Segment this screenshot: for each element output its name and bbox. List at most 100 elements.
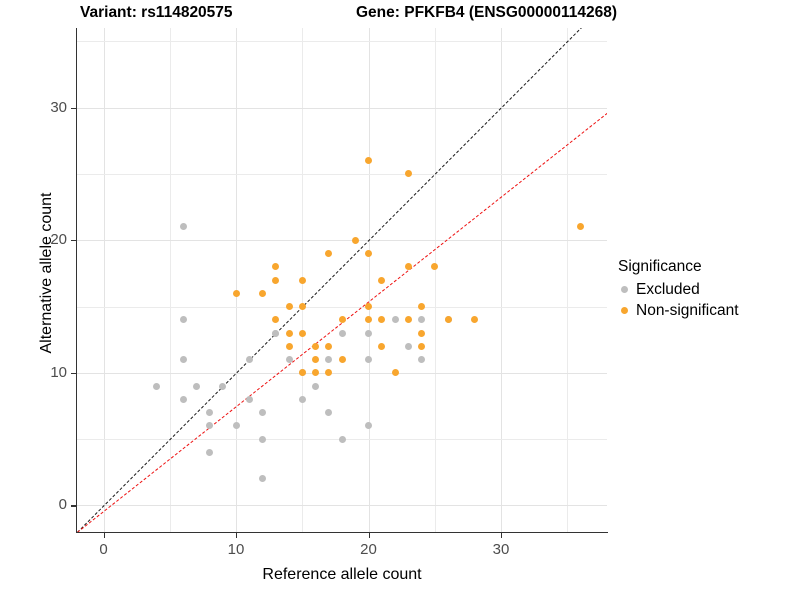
data-point-excluded[interactable] bbox=[325, 356, 333, 364]
data-point-nonsignificant[interactable] bbox=[285, 342, 293, 350]
data-point-nonsignificant[interactable] bbox=[312, 342, 319, 350]
data-point-nonsignificant[interactable] bbox=[338, 356, 346, 364]
data-point-excluded[interactable] bbox=[219, 382, 227, 390]
gridline-vertical bbox=[368, 28, 370, 532]
data-point-excluded[interactable] bbox=[365, 422, 372, 430]
data-point-nonsignificant[interactable] bbox=[378, 316, 386, 324]
data-point-excluded[interactable] bbox=[179, 356, 187, 364]
x-tick bbox=[236, 533, 238, 538]
y-tick bbox=[71, 107, 76, 109]
data-point-excluded[interactable] bbox=[338, 329, 346, 337]
data-point-nonsignificant[interactable] bbox=[418, 303, 425, 311]
y-tick-label: 30 bbox=[50, 98, 67, 116]
data-point-nonsignificant[interactable] bbox=[365, 316, 372, 324]
data-point-excluded[interactable] bbox=[298, 395, 306, 403]
gridline-vertical bbox=[501, 28, 502, 532]
data-point-nonsignificant[interactable] bbox=[298, 276, 306, 284]
data-point-excluded[interactable] bbox=[259, 475, 266, 483]
data-point-excluded[interactable] bbox=[153, 382, 160, 390]
y-tick bbox=[71, 372, 76, 375]
y-tick bbox=[71, 505, 76, 507]
data-point-nonsignificant[interactable] bbox=[232, 289, 240, 297]
x-tick-label: 10 bbox=[227, 541, 245, 558]
data-point-excluded[interactable] bbox=[418, 356, 425, 364]
data-point-nonsignificant[interactable] bbox=[338, 316, 346, 324]
data-point-excluded[interactable] bbox=[179, 395, 187, 403]
data-point-nonsignificant[interactable] bbox=[471, 316, 478, 324]
gridline-vertical bbox=[434, 28, 436, 532]
data-point-nonsignificant[interactable] bbox=[418, 342, 425, 350]
data-point-excluded[interactable] bbox=[179, 316, 187, 324]
data-point-excluded[interactable] bbox=[404, 342, 412, 350]
data-point-excluded[interactable] bbox=[192, 382, 200, 390]
data-point-excluded[interactable] bbox=[259, 409, 266, 417]
data-point-nonsignificant[interactable] bbox=[325, 249, 333, 257]
data-point-nonsignificant[interactable] bbox=[404, 316, 412, 324]
data-point-nonsignificant[interactable] bbox=[351, 236, 359, 244]
data-point-excluded[interactable] bbox=[206, 448, 213, 456]
data-point-nonsignificant[interactable] bbox=[431, 263, 439, 271]
data-point-excluded[interactable] bbox=[391, 316, 399, 324]
x-tick-label: 20 bbox=[360, 541, 377, 558]
data-point-nonsignificant[interactable] bbox=[285, 329, 293, 337]
data-point-excluded[interactable] bbox=[259, 435, 266, 443]
data-point-nonsignificant[interactable] bbox=[325, 369, 333, 377]
gridline-vertical bbox=[236, 28, 237, 532]
gridline-horizontal bbox=[77, 505, 607, 507]
data-point-nonsignificant[interactable] bbox=[378, 276, 386, 284]
data-point-nonsignificant[interactable] bbox=[404, 170, 412, 178]
x-axis-label: Reference allele count bbox=[262, 566, 422, 583]
gridline-horizontal bbox=[77, 240, 607, 242]
variant-title: Variant: rs114820575 bbox=[80, 4, 233, 21]
x-tick bbox=[368, 533, 370, 538]
data-point-nonsignificant[interactable] bbox=[312, 369, 319, 377]
legend-label-nonsignificant: Non-significant bbox=[636, 301, 739, 319]
data-point-excluded[interactable] bbox=[232, 422, 240, 430]
gene-title: Gene: PFKFB4 (ENSG00000114268) bbox=[356, 4, 618, 21]
data-point-excluded[interactable] bbox=[272, 329, 280, 337]
data-point-excluded[interactable] bbox=[312, 382, 319, 390]
data-point-nonsignificant[interactable] bbox=[272, 316, 280, 324]
data-point-excluded[interactable] bbox=[285, 356, 293, 364]
data-point-excluded[interactable] bbox=[325, 409, 333, 417]
data-point-excluded[interactable] bbox=[245, 356, 253, 364]
data-point-excluded[interactable] bbox=[206, 409, 213, 417]
data-point-nonsignificant[interactable] bbox=[418, 329, 425, 337]
data-point-nonsignificant[interactable] bbox=[325, 342, 333, 350]
data-point-nonsignificant[interactable] bbox=[444, 316, 452, 324]
data-point-nonsignificant[interactable] bbox=[365, 249, 372, 257]
nonsignificant-legend-dot-icon bbox=[618, 304, 631, 317]
data-point-excluded[interactable] bbox=[365, 329, 372, 337]
data-point-excluded[interactable] bbox=[206, 422, 213, 430]
data-point-nonsignificant[interactable] bbox=[298, 303, 306, 311]
gridline-horizontal bbox=[77, 306, 607, 308]
gridline-vertical bbox=[169, 28, 171, 532]
data-point-nonsignificant[interactable] bbox=[391, 369, 399, 377]
legend-item-nonsignificant[interactable]: Non-significant bbox=[618, 300, 796, 321]
data-point-nonsignificant[interactable] bbox=[365, 303, 372, 311]
data-point-excluded[interactable] bbox=[365, 356, 372, 364]
y-tick-label: 20 bbox=[50, 231, 67, 249]
data-point-excluded[interactable] bbox=[179, 223, 187, 231]
data-point-nonsignificant[interactable] bbox=[272, 276, 280, 284]
data-point-nonsignificant[interactable] bbox=[272, 263, 280, 271]
data-point-nonsignificant[interactable] bbox=[577, 223, 584, 231]
data-point-nonsignificant[interactable] bbox=[285, 303, 293, 311]
legend: Significance Excluded Non-significant bbox=[618, 258, 796, 321]
data-point-nonsignificant[interactable] bbox=[404, 263, 412, 271]
data-point-nonsignificant[interactable] bbox=[259, 289, 266, 297]
y-tick-label: 0 bbox=[58, 496, 67, 514]
y-tick bbox=[71, 240, 76, 242]
data-point-nonsignificant[interactable] bbox=[298, 369, 306, 377]
x-tick bbox=[103, 533, 105, 538]
data-point-nonsignificant[interactable] bbox=[312, 356, 319, 364]
data-point-nonsignificant[interactable] bbox=[298, 329, 306, 337]
data-point-excluded[interactable] bbox=[245, 395, 253, 403]
legend-label-excluded: Excluded bbox=[636, 280, 700, 298]
data-point-nonsignificant[interactable] bbox=[378, 342, 386, 350]
legend-item-excluded[interactable]: Excluded bbox=[618, 279, 796, 300]
data-point-nonsignificant[interactable] bbox=[365, 157, 372, 165]
data-point-excluded[interactable] bbox=[418, 316, 425, 324]
data-point-excluded[interactable] bbox=[338, 435, 346, 443]
